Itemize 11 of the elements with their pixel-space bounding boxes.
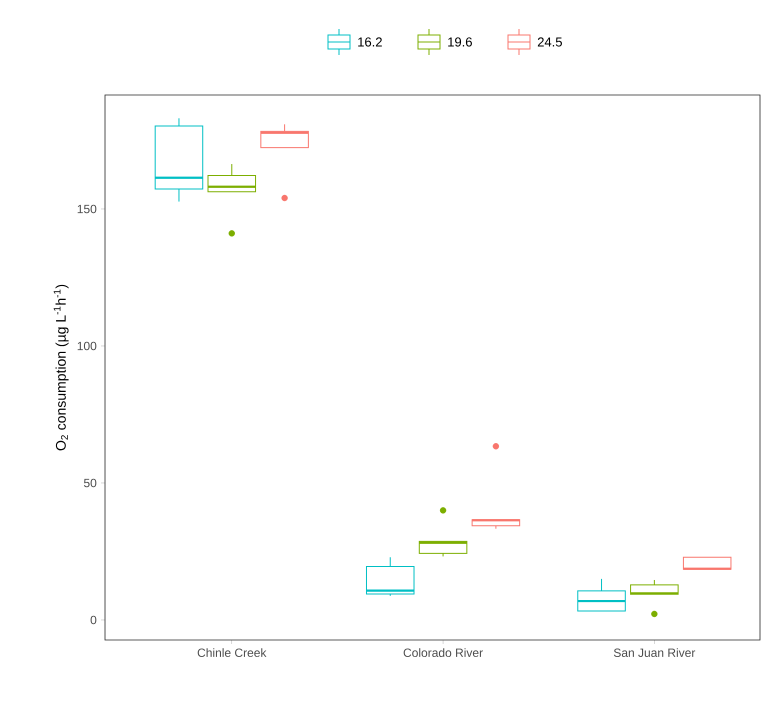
- legend-label: 19.6: [448, 37, 472, 47]
- legend-label: 24.5: [538, 37, 562, 47]
- y-axis-title: O$_{2}$ consumption (µg L$^{-1}$h$^{-1}$): [54, 284, 69, 450]
- x-tick-label: Chinle Creek: [198, 648, 266, 657]
- y-tick-label: 0: [90, 616, 96, 624]
- legend-label: 16.2: [358, 37, 382, 47]
- x-tick-label: San Juan River: [614, 648, 696, 657]
- y-tick-label: 150: [78, 204, 96, 214]
- y-tick-label: 50: [84, 478, 96, 488]
- y-tick-label: 100: [78, 342, 96, 350]
- x-tick-label: Colorado River: [404, 648, 483, 657]
